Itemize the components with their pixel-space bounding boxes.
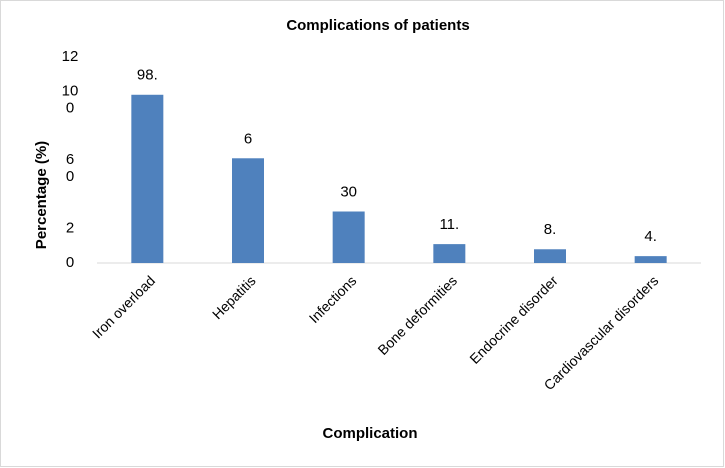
value-label: 30 (340, 183, 357, 200)
value-label: 6 (244, 130, 252, 147)
y-tick-label: 10 0 (62, 82, 79, 116)
x-axis-title: Complication (322, 425, 417, 442)
value-label: 11. (439, 216, 459, 233)
bar (232, 158, 264, 263)
chart-title: Complications of patients (286, 17, 469, 34)
value-label: 8. (544, 221, 557, 238)
y-tick-label: 2 (66, 220, 74, 237)
bar (433, 244, 466, 263)
y-axis-title: Percentage (%) (33, 141, 50, 249)
bar (332, 211, 365, 263)
y-tick-label: 0 (66, 254, 74, 271)
bar (634, 256, 667, 263)
y-tick-label: 12 (62, 48, 79, 65)
bar (131, 94, 164, 264)
value-label: 4. (644, 228, 657, 245)
bar (534, 249, 566, 263)
value-label: 98. (137, 67, 158, 84)
